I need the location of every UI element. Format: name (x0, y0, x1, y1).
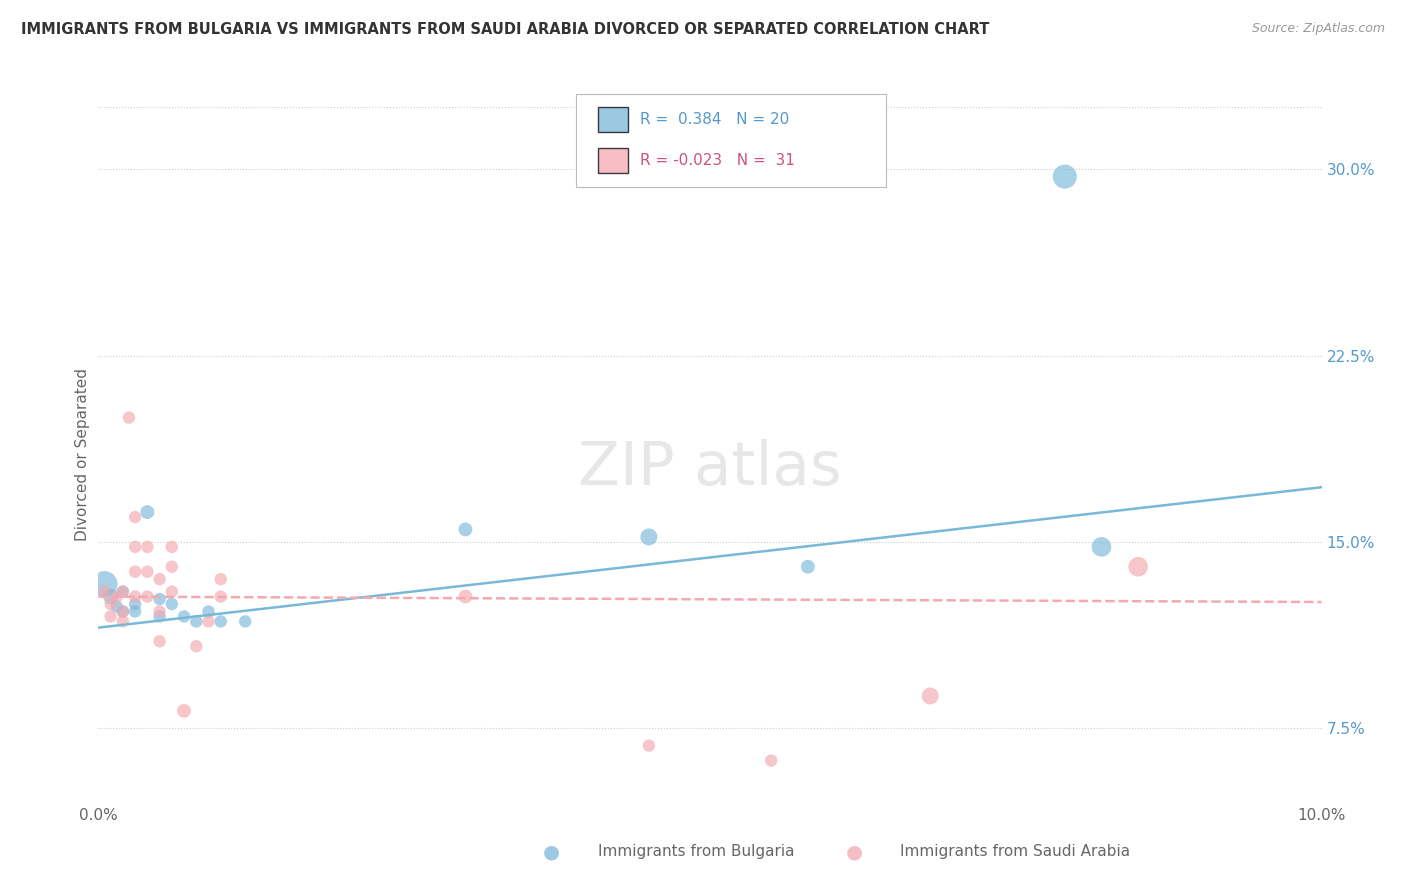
Point (1090, 540, 1112, 554)
Point (454, 590, 477, 604)
Point (100, 609, 122, 624)
Point (136, 505, 159, 519)
Point (124, 510, 146, 524)
Point (160, 597, 183, 611)
Point (1053, 169, 1076, 184)
Point (173, 609, 195, 624)
Point (149, 634, 172, 648)
Text: ●: ● (543, 842, 560, 862)
Point (111, 584, 134, 599)
Point (136, 565, 159, 579)
Point (149, 592, 172, 607)
Point (100, 590, 122, 604)
Point (136, 540, 159, 554)
Point (93, 577, 115, 591)
Point (160, 584, 183, 599)
Text: R =  0.384   N = 20: R = 0.384 N = 20 (640, 112, 789, 127)
Point (124, 590, 146, 604)
Point (124, 540, 146, 554)
Point (233, 615, 256, 629)
Point (637, 530, 661, 544)
Text: Immigrants from Saudi Arabia: Immigrants from Saudi Arabia (900, 845, 1130, 859)
Point (149, 605, 172, 619)
Point (111, 584, 134, 599)
Point (173, 704, 195, 718)
Point (111, 615, 134, 629)
Point (797, 559, 820, 574)
Point (209, 615, 232, 629)
Text: ●: ● (846, 842, 863, 862)
Point (454, 523, 477, 537)
Point (186, 615, 208, 629)
Point (637, 739, 661, 753)
Point (149, 572, 172, 586)
Point (111, 605, 134, 619)
Point (1128, 559, 1150, 574)
Point (759, 754, 782, 768)
Point (209, 572, 232, 586)
Point (111, 605, 134, 619)
Point (118, 410, 141, 425)
Text: R = -0.023   N =  31: R = -0.023 N = 31 (640, 153, 794, 168)
Point (920, 689, 942, 703)
Text: IMMIGRANTS FROM BULGARIA VS IMMIGRANTS FROM SAUDI ARABIA DIVORCED OR SEPARATED C: IMMIGRANTS FROM BULGARIA VS IMMIGRANTS F… (21, 22, 990, 37)
Point (93, 584, 115, 599)
Point (160, 540, 183, 554)
Point (209, 590, 232, 604)
Point (197, 615, 219, 629)
Text: Source: ZipAtlas.com: Source: ZipAtlas.com (1251, 22, 1385, 36)
Point (197, 605, 219, 619)
Point (149, 609, 172, 624)
Point (124, 597, 146, 611)
Point (160, 559, 183, 574)
Point (124, 565, 146, 579)
Point (105, 590, 128, 604)
Point (124, 605, 146, 619)
Point (105, 599, 128, 614)
Text: Immigrants from Bulgaria: Immigrants from Bulgaria (598, 845, 794, 859)
Y-axis label: Divorced or Separated: Divorced or Separated (75, 368, 90, 541)
Point (136, 590, 159, 604)
Point (186, 639, 208, 653)
Text: ZIP atlas: ZIP atlas (578, 440, 842, 499)
Point (100, 597, 122, 611)
